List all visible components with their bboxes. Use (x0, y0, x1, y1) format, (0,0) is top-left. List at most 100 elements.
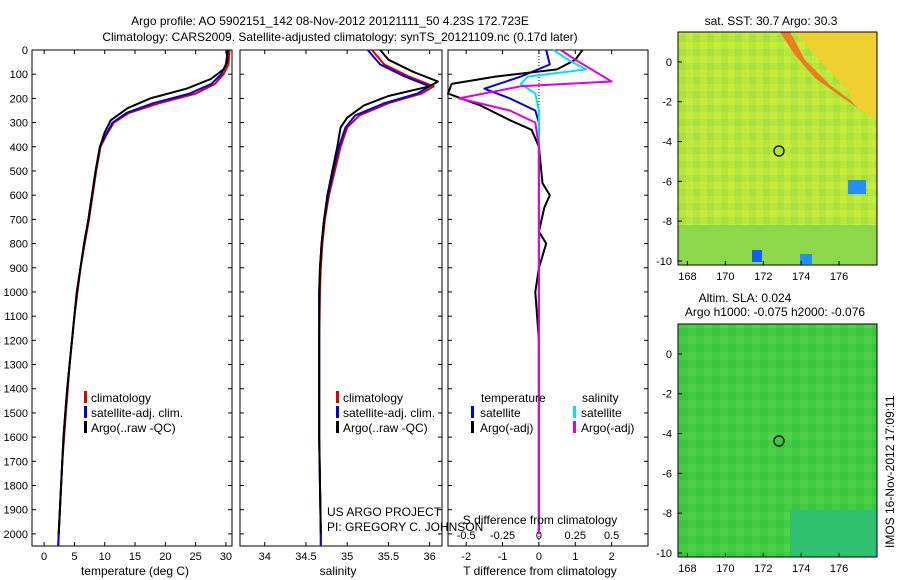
sst-map-warm-region (770, 32, 877, 120)
map-y-tick-label: -10 (656, 256, 672, 268)
x-tick-label: 30 (220, 551, 232, 563)
legend-label-argo: Argo(..raw -QC) (343, 421, 428, 435)
timestamp: IMOS 16-Nov-2012 17:09:11 (883, 395, 897, 548)
s-diff-tick-label: -0.25 (490, 530, 515, 542)
map-y-tick-label: 0 (666, 349, 672, 361)
legend-label-t-satellite: satellite (480, 406, 521, 420)
series-s-satellite (519, 49, 588, 534)
difference-series (447, 49, 613, 534)
x-tick-label: 35.5 (378, 551, 399, 563)
x-tick-label: 5 (71, 551, 77, 563)
sla-map-argo-marker (773, 435, 785, 447)
legend-label-t-argo: Argo(-adj) (480, 421, 533, 435)
legend-label-argo: Argo(..raw -QC) (91, 421, 176, 435)
map-y-tick-label: -8 (662, 216, 672, 228)
x-tick-label: 34.5 (295, 551, 316, 563)
map-x-tick-label: 170 (716, 271, 734, 283)
y-tick-label: 1500 (4, 408, 28, 420)
temperature-axes: 0100200300400500600700800900100011001200… (4, 45, 233, 563)
x-tick-label: 34 (259, 551, 271, 563)
s-diff-tick-label: 0.25 (565, 530, 586, 542)
y-tick-label: 100 (10, 69, 28, 81)
x-tick-label: 35 (341, 551, 353, 563)
y-tick-label: 800 (10, 239, 28, 251)
map-x-tick-label: 176 (830, 271, 848, 283)
legend-swatch-climatology (336, 391, 339, 403)
x-tick-label: 15 (129, 551, 141, 563)
legend-swatch-climatology (84, 391, 87, 403)
legend-swatch-t-argo (471, 421, 474, 433)
y-tick-label: 1800 (4, 481, 28, 493)
legend-swatch-argo (336, 421, 339, 433)
y-tick-label: 300 (10, 118, 28, 130)
map-y-tick-label: 0 (666, 57, 672, 69)
map-y-tick-label: -2 (662, 389, 672, 401)
sla-map-low-region (790, 510, 877, 557)
legend-swatch-t-satellite (471, 406, 474, 418)
sla-map: Altim. SLA: 0.024 Argo h1000: -0.075 h20… (656, 291, 878, 575)
map-y-tick-label: -8 (662, 508, 672, 520)
s-diff-tick-label: 0.5 (604, 530, 619, 542)
sla-map-frame (677, 323, 878, 558)
temperature-series (57, 49, 231, 547)
salinity-xlabel: salinity (320, 564, 357, 578)
series-satellite-adj-clim (57, 49, 229, 547)
map-x-tick-label: 172 (754, 271, 772, 283)
legend-swatch-argo (84, 421, 87, 433)
sla-map-ticks: 168 170 172 174 176 0 -2 -4 -6 -8 -10 (656, 349, 848, 575)
sst-map-argo-marker (773, 145, 785, 157)
series-s-argo-adj (457, 49, 613, 534)
sst-map-ticks: 168 170 172 174 176 0 -2 -4 -6 -8 -10 (656, 57, 848, 283)
temperature-panel-frame (31, 49, 233, 547)
y-tick-label: 1600 (4, 432, 28, 444)
map-x-tick-label: 168 (678, 563, 696, 575)
salinity-axes: 34 34.5 35 35.5 36 (240, 49, 442, 563)
x-tick-label: 0 (536, 551, 542, 563)
title-line-2: Climatology: CARS2009. Satellite-adjuste… (102, 30, 577, 44)
legend-label-satellite: satellite-adj. clim. (91, 406, 183, 420)
temperature-legend: climatology satellite-adj. clim. Argo(..… (84, 391, 183, 435)
series-satellite-adj-clim (318, 49, 431, 546)
x-tick-label: -1 (498, 551, 508, 563)
y-tick-label: 0 (22, 45, 28, 57)
y-tick-label: 1700 (4, 456, 28, 468)
x-tick-label: 0 (41, 551, 47, 563)
sla-map-subtitle: Argo h1000: -0.075 h2000: -0.076 (685, 305, 865, 319)
y-tick-label: 2000 (4, 529, 28, 541)
y-tick-label: 1200 (4, 335, 28, 347)
legend-swatch-satellite (336, 406, 339, 418)
map-x-tick-label: 170 (716, 563, 734, 575)
map-x-tick-label: 172 (754, 563, 772, 575)
map-x-tick-label: 168 (678, 271, 696, 283)
x-tick-label: 10 (99, 551, 111, 563)
y-tick-label: 1300 (4, 360, 28, 372)
legend-header-temperature: temperature (481, 391, 546, 405)
s-diff-tick-label: -0.5 (457, 530, 476, 542)
x-tick-label: 1 (572, 551, 578, 563)
y-tick-label: 1000 (4, 287, 28, 299)
map-y-tick-label: -6 (662, 468, 672, 480)
x-tick-label: 2 (609, 551, 615, 563)
map-y-tick-label: -6 (662, 176, 672, 188)
map-x-tick-label: 174 (792, 271, 810, 283)
legend-label-s-argo: Argo(-adj) (581, 421, 634, 435)
x-tick-label: -2 (461, 551, 471, 563)
y-tick-label: 900 (10, 263, 28, 275)
map-y-tick-label: -4 (662, 137, 672, 149)
legend-label-climatology: climatology (343, 391, 403, 405)
y-tick-label: 600 (10, 190, 28, 202)
sst-map: sat. SST: 30.7 Argo: 30.3 168 170 172 174 17… (656, 14, 878, 283)
difference-panel-frame (447, 49, 649, 547)
sst-map-hot-band (780, 32, 858, 108)
salinity-panel-frame (239, 49, 443, 547)
legend-swatch-s-argo (573, 421, 576, 433)
legend-label-satellite: satellite-adj. clim. (343, 406, 435, 420)
title-line-1: Argo profile: AO 5902151_142 08-Nov-2012… (131, 14, 529, 28)
x-tick-label: 36 (424, 551, 436, 563)
sst-map-cool-band (678, 225, 877, 265)
series-climatology (57, 49, 231, 547)
y-tick-label: 200 (10, 93, 28, 105)
difference-xlabel: T difference from climatology (463, 564, 617, 578)
